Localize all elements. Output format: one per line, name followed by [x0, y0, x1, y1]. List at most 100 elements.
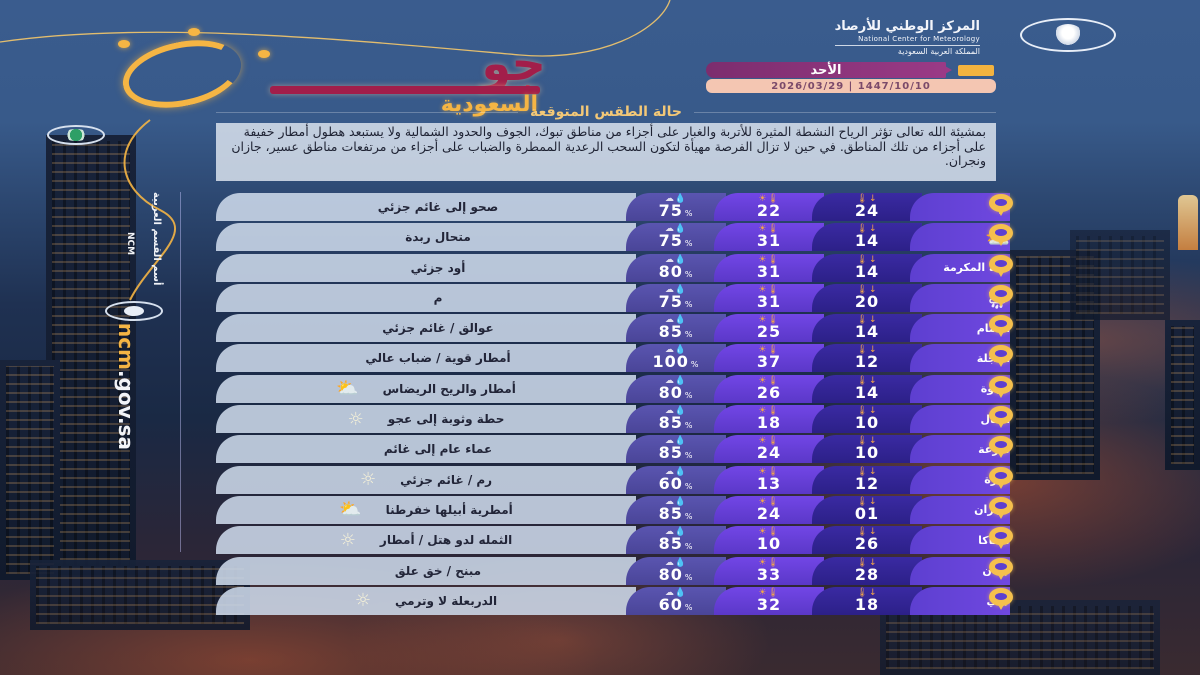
condition-text: رم / غائم جزئي	[400, 472, 493, 487]
condition-text: حطة وثوبة إلى عجو	[387, 412, 505, 427]
forecast-description: بمشيئة الله تعالى تؤثر الرياح النشطة الم…	[216, 123, 996, 181]
max-temp-icon: ☀🌡	[758, 224, 780, 235]
background-building	[0, 360, 60, 580]
max-temp-value: 31	[756, 261, 782, 281]
table-row: أمطرية أبيلها خفرطنا ⛅ ☁💧 85% ☀🌡 24 🌡↓ 0…	[216, 495, 1016, 524]
humidity-icon: ☁💧	[664, 436, 688, 447]
humidity-icon: ☁💧	[664, 496, 688, 507]
max-temp-icon: ☀🌡	[758, 345, 780, 356]
table-row: عماء عام إلى غائم ☁💧 85% ☀🌡 24 🌡↓ 10 سرع…	[216, 435, 1016, 464]
side-divider	[180, 192, 181, 552]
sun-icon: ☼	[354, 590, 371, 612]
max-temp-cell: ☀🌡 31	[714, 223, 824, 252]
max-temp-icon: ☀🌡	[758, 194, 780, 204]
table-row: صحو إلى غائم جزئي ☁💧 75% ☀🌡 22 🌡↓ 24 ☔	[216, 193, 1016, 221]
brand-dot-icon	[188, 28, 200, 36]
max-temp-cell: ☀🌡 24	[714, 495, 824, 524]
condition-text: عماء عام إلى غائم	[383, 442, 493, 457]
humidity-cell: ☁💧 85%	[626, 435, 726, 464]
min-temp-icon: 🌡↓	[856, 194, 878, 204]
min-temp-cell: 🌡↓ 26	[812, 526, 922, 555]
max-temp-icon: ☀🌡	[758, 254, 780, 265]
max-temp-value: 26	[756, 382, 782, 402]
humidity-value: 75	[658, 201, 683, 220]
humidity-value: 85	[658, 322, 683, 342]
percent-symbol: %	[684, 602, 694, 612]
background-building	[1070, 230, 1170, 320]
min-temp-cell: 🌡↓ 10	[812, 435, 922, 464]
min-temp-cell: 🌡↓ 18	[812, 586, 922, 615]
min-temp-icon: 🌡↓	[856, 375, 878, 386]
max-temp-cell: ☀🌡 31	[714, 283, 824, 312]
weather-table: صحو إلى غائم جزئي ☁💧 75% ☀🌡 22 🌡↓ 24 ☔ م…	[216, 193, 1016, 617]
table-row: حطة وثوبة إلى عجو ☼ ☁💧 85% ☀🌡 18 🌡↓ 10 ا…	[216, 405, 1016, 434]
ncm-logo	[1020, 18, 1116, 52]
min-temp-value: 14	[854, 322, 880, 342]
humidity-value: 80	[658, 261, 683, 281]
emblem-icon	[62, 129, 90, 141]
percent-symbol: %	[684, 209, 694, 218]
condition-cell: متحال ربدة	[216, 223, 636, 252]
max-temp-cell: ☀🌡 13	[714, 465, 824, 494]
min-temp-value: 28	[854, 564, 880, 584]
min-temp-cell: 🌡↓ 12	[812, 344, 922, 373]
condition-cell: أمطار قوية / ضباب عالي	[216, 344, 636, 373]
max-temp-icon: ☀🌡	[758, 406, 780, 417]
condition-text: مبنح / خق علق	[394, 563, 482, 578]
condition-cell: صحو إلى غائم جزئي	[216, 193, 636, 221]
table-row: عوالق / غائم جزئي ☁💧 85% ☀🌡 25 🌡↓ 14 الد…	[216, 314, 1016, 343]
min-temp-cell: 🌡↓ 10	[812, 405, 922, 434]
location-pin-icon	[986, 496, 1016, 524]
min-temp-icon: 🌡↓	[856, 557, 878, 568]
min-temp-cell: 🌡↓ 28	[812, 556, 922, 585]
humidity-icon: ☁💧	[664, 315, 688, 326]
condition-cell: أمطرية أبيلها خفرطنا ⛅	[216, 495, 636, 524]
condition-cell: أود جزئي	[216, 253, 636, 282]
side-website[interactable]: ncm.gov.sa	[114, 323, 138, 450]
location-pin-icon	[986, 435, 1016, 463]
background-tower	[1178, 195, 1198, 250]
humidity-value: 60	[658, 594, 683, 614]
percent-symbol: %	[690, 360, 700, 370]
humidity-cell: ☁💧 80%	[626, 374, 726, 403]
max-temp-value: 31	[756, 231, 782, 251]
palm-emblem-icon	[124, 306, 144, 316]
humidity-cell: ☁💧 75%	[626, 223, 726, 252]
max-temp-cell: ☀🌡 31	[714, 253, 824, 282]
max-temp-icon: ☀🌡	[758, 466, 780, 477]
table-row: رم / غائم جزئي ☼ ☁💧 60% ☀🌡 13 🌡↓ 12 البر…	[216, 465, 1016, 494]
table-row: الثمله لدو هتل / أمطار ☼ ☁💧 85% ☀🌡 10 🌡↓…	[216, 526, 1016, 555]
location-pin-icon	[986, 314, 1016, 342]
humidity-value: 100	[652, 352, 689, 372]
location-pin-icon	[986, 526, 1016, 554]
max-temp-value: 10	[756, 534, 782, 554]
table-row: متحال ربدة ☁💧 75% ☀🌡 31 🌡↓ 14 ⛅	[216, 223, 1016, 252]
percent-symbol: %	[684, 239, 694, 249]
percent-symbol: %	[684, 299, 694, 309]
partly-cloudy-icon: ⛅	[339, 499, 362, 521]
humidity-icon: ☁💧	[664, 527, 688, 538]
max-temp-cell: ☀🌡 32	[714, 586, 824, 615]
humidity-value: 85	[658, 534, 683, 554]
humidity-cell: ☁💧 60%	[626, 465, 726, 494]
min-temp-icon: 🌡↓	[856, 587, 878, 598]
min-temp-icon: 🌡↓	[856, 284, 878, 295]
min-temp-icon: 🌡↓	[856, 527, 878, 538]
max-temp-cell: ☀🌡 37	[714, 344, 824, 373]
min-temp-cell: 🌡↓ 14	[812, 223, 922, 252]
percent-symbol: %	[684, 421, 694, 431]
day-label: الأحد	[706, 62, 952, 78]
max-temp-cell: ☀🌡 26	[714, 374, 824, 403]
min-temp-value: 18	[854, 594, 880, 614]
humidity-icon: ☁💧	[664, 345, 688, 356]
condition-text: صحو إلى غائم جزئي	[377, 200, 499, 214]
sun-icon: ☼	[359, 469, 377, 491]
humidity-value: 75	[658, 231, 683, 251]
condition-cell: الدربعلة لا وترمي ☼	[216, 586, 636, 615]
location-pin-icon	[986, 284, 1016, 312]
min-temp-value: 12	[854, 473, 880, 493]
date-label: 2026/03/29 | 1447/10/10	[706, 79, 996, 93]
max-temp-icon: ☀🌡	[758, 496, 780, 507]
min-temp-icon: 🌡↓	[856, 436, 878, 447]
location-pin-icon	[986, 557, 1016, 585]
